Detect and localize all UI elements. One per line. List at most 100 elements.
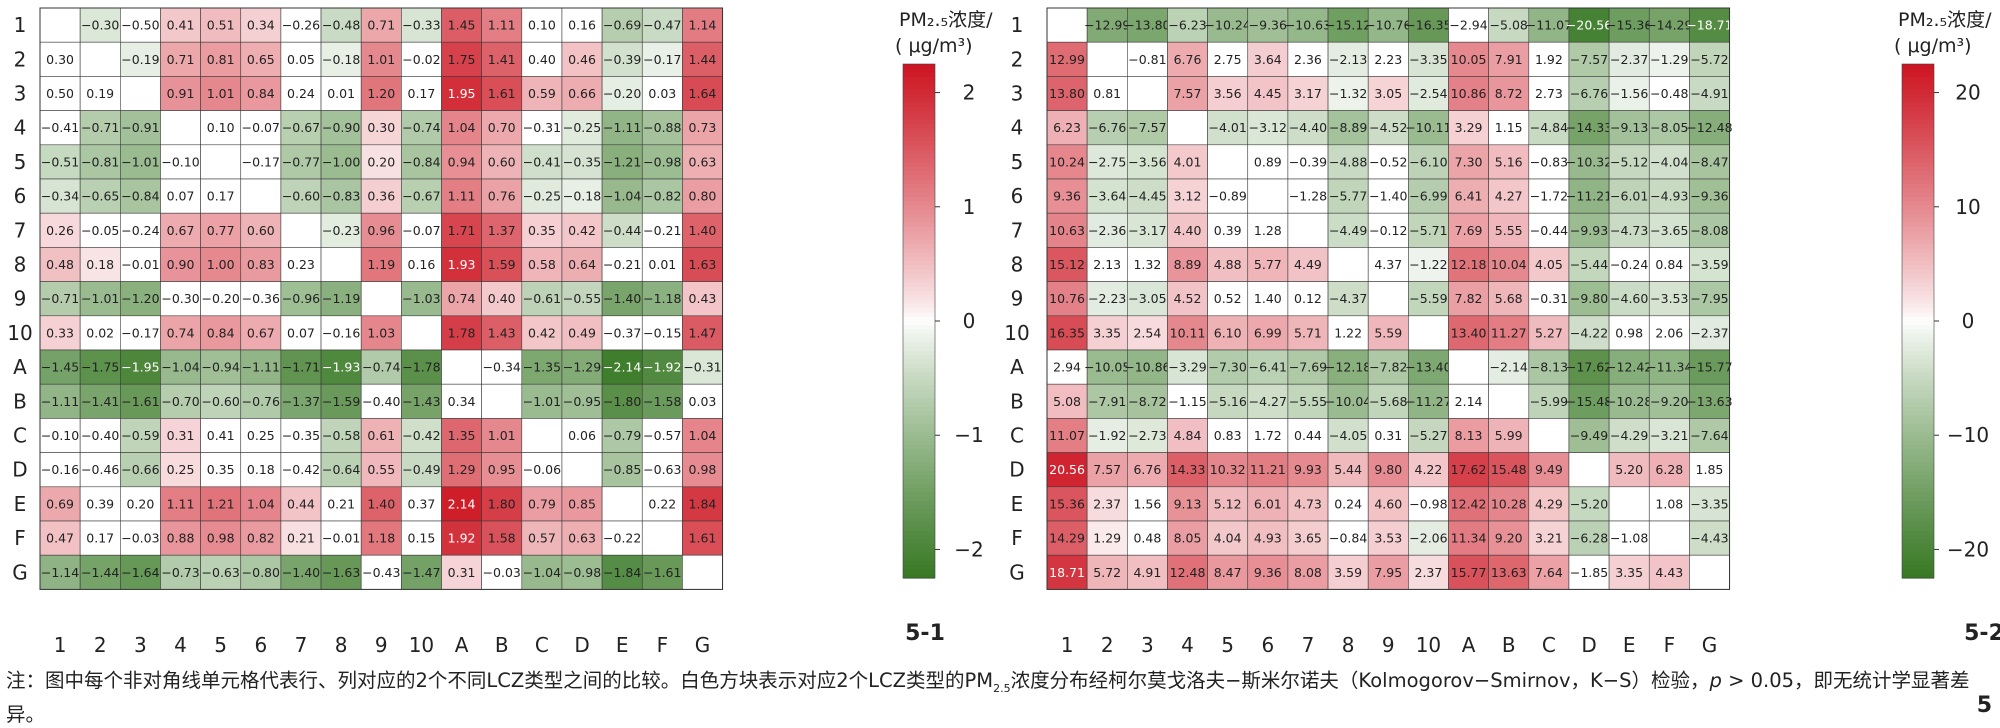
heatmap-cell: [1247, 520, 1289, 556]
cell-value-label: −3.29: [1168, 360, 1206, 375]
heatmap-cell: [120, 144, 161, 180]
colorbar-segment: [1902, 363, 1934, 369]
cell-value-label: −1.85: [1570, 565, 1608, 580]
cell-value-label: 15.48: [1491, 462, 1527, 477]
cell-value-label: −9.80: [1570, 291, 1608, 306]
colorbar-segment: [1902, 389, 1934, 395]
heatmap-cell: [441, 383, 482, 419]
cell-value-label: 1.04: [689, 428, 717, 443]
row-tick-label: 9: [14, 287, 27, 311]
heatmap-cell: [120, 178, 161, 214]
colorbar-segment: [1902, 355, 1934, 361]
heatmap-cell: [240, 76, 282, 111]
cell-value-label: 1.80: [488, 496, 516, 511]
colorbar-segment: [903, 445, 935, 451]
cell-value-label: 1.92: [448, 531, 476, 546]
cell-value-label: 1.58: [488, 531, 516, 546]
row-tick-label: 7: [1011, 218, 1024, 242]
heatmap-cell: [160, 349, 201, 385]
heatmap-cell: [641, 418, 683, 453]
heatmap-cell: [481, 383, 523, 419]
cell-value-label: 0.36: [367, 189, 395, 204]
heatmap-cell: [240, 349, 282, 385]
cell-value-label: −0.25: [523, 189, 561, 204]
colorbar-segment: [1902, 342, 1934, 348]
cell-value-label: 0.48: [46, 257, 74, 272]
cell-value-label: −6.01: [1610, 189, 1648, 204]
heatmap-cell: [401, 41, 442, 77]
colorbar-segment: [1902, 286, 1934, 292]
colorbar-segment: [903, 556, 935, 562]
colorbar-segment: [1902, 278, 1934, 284]
cell-value-label: 6.10: [1214, 325, 1242, 340]
heatmap-cell: [682, 247, 723, 282]
col-tick-label: B: [495, 633, 509, 657]
cell-value-label: 0.34: [448, 394, 476, 409]
colorbar-segment: [903, 295, 935, 301]
heatmap-cell: [240, 178, 282, 214]
cell-value-label: 0.44: [287, 496, 315, 511]
colorbar-segment: [903, 235, 935, 241]
heatmap-cell: [200, 554, 242, 590]
colorbar-segment: [1902, 205, 1934, 211]
colorbar-segment: [903, 321, 935, 326]
colorbar-segment: [1902, 500, 1934, 506]
heatmap-cell: [79, 281, 121, 317]
cell-value-label: 0.96: [367, 223, 395, 238]
cell-value-label: 8.47: [1214, 565, 1242, 580]
cell-value-label: 0.81: [207, 52, 235, 67]
colorbar-segment: [1902, 111, 1934, 116]
heatmap-cell: [1207, 554, 1249, 590]
heatmap-cell: [481, 452, 523, 488]
colorbar-segment: [903, 543, 935, 549]
heatmap-cell: [682, 76, 723, 111]
heatmap-cell: [401, 520, 442, 556]
cell-value-label: 15.36: [1049, 496, 1085, 511]
cell-value-label: −0.80: [242, 565, 280, 580]
cell-value-label: 11.21: [1250, 462, 1286, 477]
heatmap-cell: [320, 178, 362, 214]
heatmap-cell: [1127, 212, 1168, 248]
heatmap-cell: [1327, 486, 1369, 522]
colorbar-segment: [1902, 106, 1934, 112]
row-tick-label: A: [1010, 355, 1024, 379]
colorbar-segment: [1902, 488, 1934, 493]
cell-value-label: −0.76: [242, 394, 280, 409]
cell-value-label: −2.13: [1329, 52, 1367, 67]
cell-value-label: 0.31: [167, 428, 195, 443]
colorbar-segment: [1902, 505, 1934, 511]
heatmap-cell: [561, 144, 603, 180]
heatmap-cell: [120, 452, 161, 488]
cell-value-label: −0.31: [523, 120, 561, 135]
heatmap-cell: [401, 178, 442, 214]
cell-value-label: 1.45: [448, 18, 476, 33]
heatmap-cell: [1528, 520, 1570, 556]
heatmap-cell: [1528, 281, 1570, 317]
colorbar-segment: [903, 372, 935, 378]
cell-value-label: −1.41: [81, 394, 119, 409]
heatmap-cell: [1568, 7, 1610, 43]
cell-value-label: −0.55: [563, 291, 601, 306]
colorbar-segment: [903, 68, 935, 74]
heatmap-cell: [120, 76, 161, 111]
cell-value-label: −0.10: [161, 154, 199, 169]
colorbar-segment: [1902, 428, 1934, 433]
heatmap-cell: [441, 452, 482, 488]
heatmap-cell: [280, 281, 322, 317]
cell-value-label: 4.73: [1294, 496, 1322, 511]
heatmap-cell: [1568, 76, 1610, 111]
cell-value-label: −0.77: [282, 154, 320, 169]
heatmap-cell: [641, 486, 683, 522]
cell-value-label: 4.22: [1415, 462, 1443, 477]
colorbar-segment: [1902, 410, 1934, 416]
cell-value-label: 1.29: [448, 462, 476, 477]
colorbar-segment: [1902, 192, 1934, 198]
cell-value-label: 1.59: [488, 257, 516, 272]
heatmap-cell: [79, 178, 121, 214]
cell-value-label: 1.29: [1093, 531, 1121, 546]
cell-value-label: −5.12: [1610, 154, 1648, 169]
heatmap-cell: [79, 486, 121, 522]
heatmap-cell: [1086, 418, 1128, 453]
heatmap-cell: [1648, 315, 1690, 351]
heatmap-cell: [682, 486, 723, 522]
